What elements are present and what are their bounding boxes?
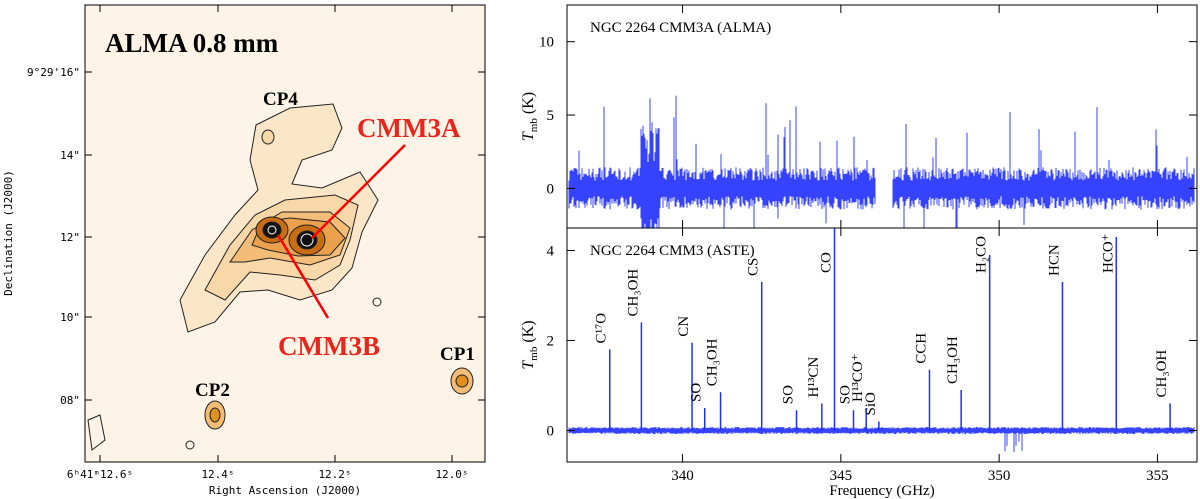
spectrum-plot	[568, 228, 1195, 453]
y-tick-label: 4	[547, 244, 555, 260]
spectra: NGC 2264 CMM3A (ALMA) 0 5 10 Tmb (K) C¹⁷O CH₃OH…	[520, 4, 1198, 499]
spectrum-plot	[568, 95, 1195, 228]
pointer	[276, 234, 330, 319]
line-label: CH₃OH	[1154, 350, 1170, 398]
frame	[566, 227, 1198, 463]
y-axis-title: Declination (J2000)	[2, 170, 15, 296]
y-tick-label: 08"	[60, 394, 80, 407]
x-tick-label: 340	[671, 468, 694, 484]
frame	[84, 4, 486, 463]
line-label: SO	[838, 385, 854, 404]
y-tick-label: 12"	[60, 231, 80, 244]
y-tick-label: 10	[539, 35, 554, 51]
x-tick-label: 355	[1146, 468, 1169, 484]
y-axis-title: Tmb (K)	[520, 92, 540, 141]
line-label: CN	[676, 316, 692, 337]
line-label: CH₃OH	[705, 338, 721, 386]
x-tick-label: 6ʰ41ᵐ12.6ˢ	[67, 468, 133, 481]
source-label: CMM3B	[278, 331, 380, 361]
source-label: CMM3A	[357, 113, 461, 143]
image-panel: ALMA 0.8 mm CP4 CMM3A CMM3B CP1 CP2 Righ…	[2, 4, 486, 497]
source-label: CP1	[440, 344, 475, 365]
line-label: CCH	[913, 333, 929, 364]
y-tick-label: 2	[547, 334, 555, 350]
line-label: HCO⁺	[1100, 233, 1116, 273]
line-label: SiO	[863, 392, 879, 416]
pointer	[311, 144, 406, 239]
x-tick-label: 345	[830, 468, 853, 484]
y-axis-subscript: mb	[528, 346, 540, 361]
line-label: SO	[781, 385, 797, 404]
y-axis-symbol: T	[520, 131, 537, 141]
y-tick-label: 0	[547, 181, 555, 197]
y-tick-label: 14"	[60, 149, 80, 162]
x-tick-label: 12.0ˢ	[435, 468, 468, 481]
line-label: SO	[689, 383, 705, 402]
image-label: ALMA 0.8 mm	[105, 28, 279, 58]
line-label: HCN	[1046, 244, 1062, 276]
y-tick-label: 0	[547, 424, 555, 440]
y-tick-label: 5	[547, 108, 555, 124]
y-tick-label: 9°29'16"	[27, 66, 80, 79]
line-label: H₂CO	[974, 236, 990, 273]
source-label: CP2	[195, 380, 230, 401]
x-tick-label: 12.4ˢ	[201, 468, 234, 481]
noise	[568, 95, 1195, 228]
x-tick-label: 12.2ˢ	[318, 468, 351, 481]
y-axis-unit: (K)	[520, 320, 537, 342]
x-axis-title: Right Ascension (J2000)	[209, 484, 361, 497]
line-label: CO	[819, 252, 835, 273]
panel-title: NGC 2264 CMM3A (ALMA)	[590, 20, 771, 36]
x-tick-label: 350	[988, 468, 1011, 484]
panel-title: NGC 2264 CMM3 (ASTE)	[590, 243, 755, 259]
source-label: CP4	[263, 89, 298, 110]
line-label: CH₃OH	[625, 269, 641, 317]
y-axis-title: Tmb (K)	[520, 320, 540, 369]
x-axis-title: Frequency (GHz)	[829, 483, 934, 499]
y-tick-label: 10"	[60, 311, 80, 324]
line-label: CS	[746, 258, 762, 276]
line-label: CH₃OH	[945, 336, 961, 384]
line-label: H¹³CN	[806, 357, 822, 398]
line-label: H¹³CO⁺	[850, 353, 866, 402]
y-axis-unit: (K)	[520, 92, 537, 114]
contours	[87, 103, 474, 451]
noise	[568, 426, 1195, 453]
y-axis-subscript: mb	[528, 118, 540, 133]
line-label: C¹⁷O	[594, 313, 610, 344]
y-axis-symbol: T	[520, 360, 537, 370]
